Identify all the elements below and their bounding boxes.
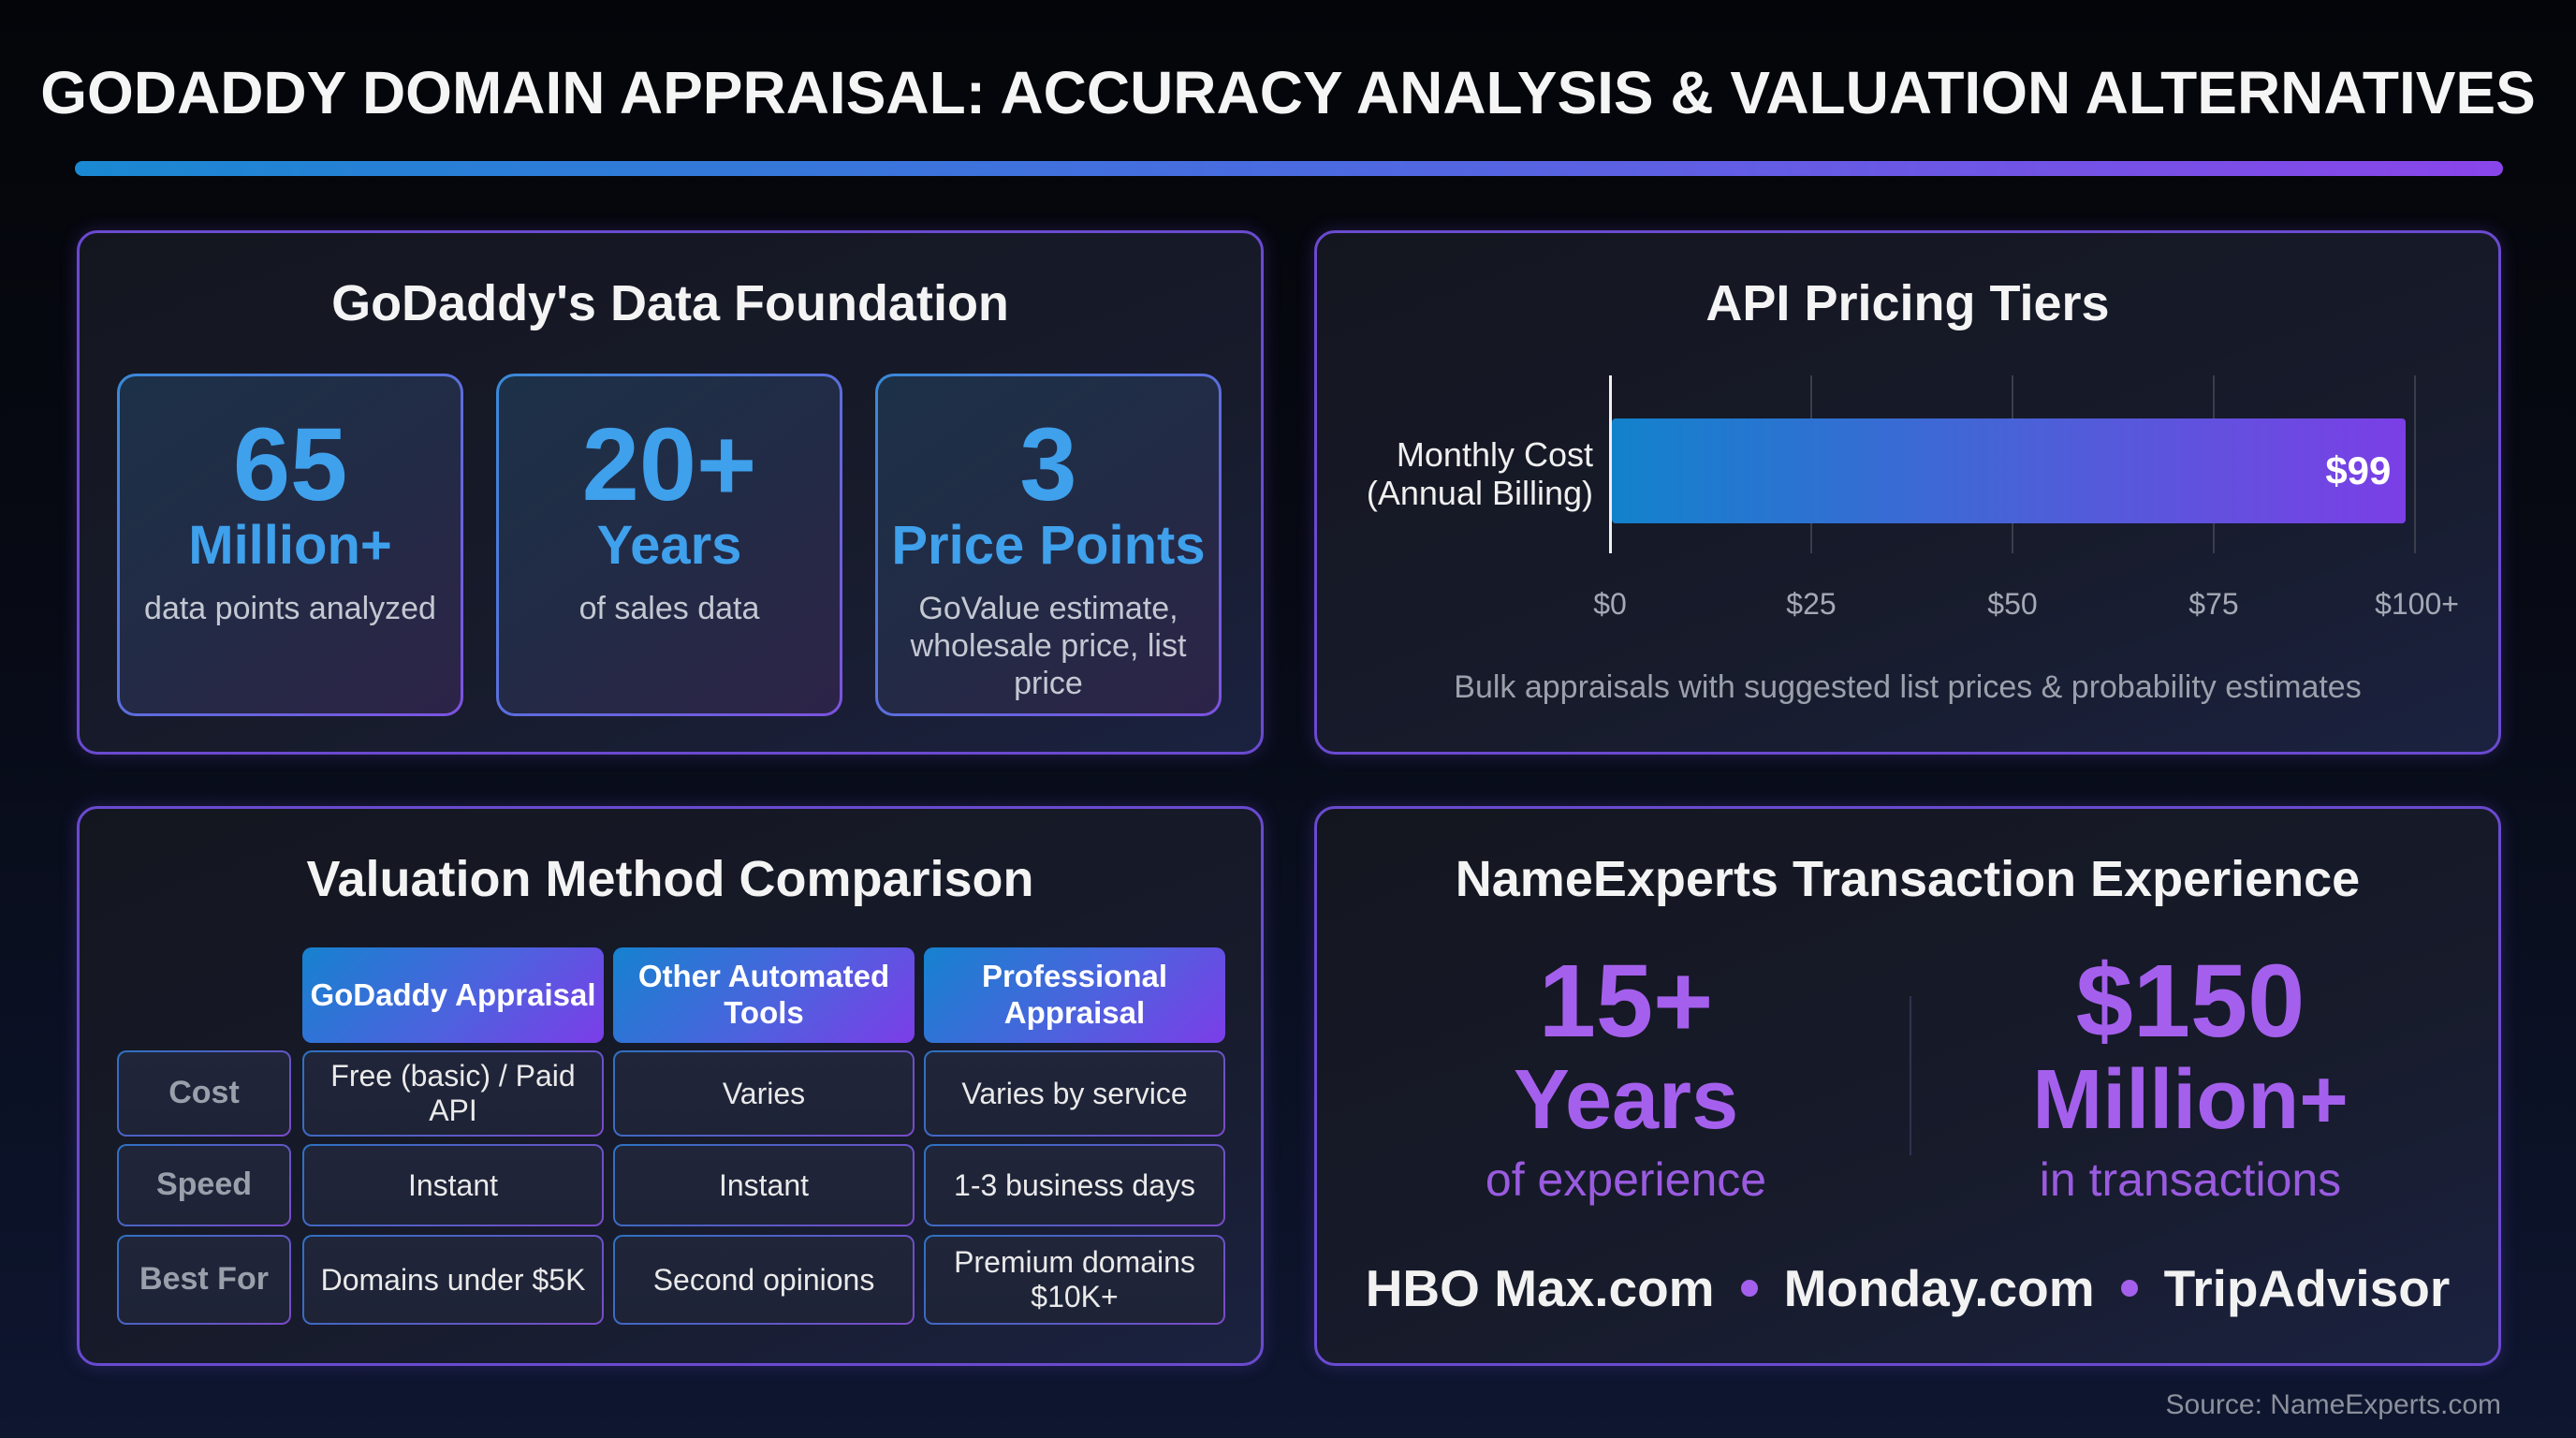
table-cell: Instant <box>613 1144 915 1226</box>
page-title: GODADDY DOMAIN APPRAISAL: ACCURACY ANALY… <box>40 59 2536 126</box>
table-cell: 1-3 business days <box>924 1144 1225 1226</box>
stat-desc: in transactions <box>2039 1153 2342 1207</box>
row-header-best-for: Best For <box>117 1235 291 1325</box>
y-axis <box>1609 375 1612 553</box>
client-name: TripAdvisor <box>2163 1259 2451 1317</box>
table-cell: Varies by service <box>924 1050 1225 1137</box>
data-foundation-panel: GoDaddy's Data Foundation 65 Million+ da… <box>77 230 1264 755</box>
stat-years-experience: 15+ Years of experience <box>1364 944 1888 1207</box>
panel-title: GoDaddy's Data Foundation <box>331 275 1009 331</box>
client-name: Monday.com <box>1783 1259 2095 1317</box>
stat-card-data-points: 65 Million+ data points analyzed <box>117 374 463 716</box>
x-tick: $75 <box>2188 587 2239 621</box>
x-tick: $50 <box>1987 587 2038 621</box>
x-tick: $100+ <box>2375 587 2459 621</box>
table-cell: Domains under $5K <box>302 1235 604 1325</box>
api-pricing-panel: API Pricing Tiers Monthly Cost (Annual B… <box>1314 230 2501 755</box>
table-cell: Free (basic) / Paid API <box>302 1050 604 1137</box>
bullet-dot-icon <box>2120 1280 2138 1298</box>
stat-desc: data points analyzed <box>144 591 436 626</box>
bar-category-label: Monthly Cost (Annual Billing) <box>1366 435 1593 513</box>
stat-desc: GoValue estimate, wholesale price, list … <box>910 591 1187 702</box>
column-header-godaddy: GoDaddy Appraisal <box>302 947 604 1043</box>
stat-unit: Years <box>596 515 742 576</box>
table-cell: Premium domains $10K+ <box>924 1235 1225 1325</box>
bar-value-label: $99 <box>2325 448 2392 492</box>
stat-transactions: $150 Million+ in transactions <box>1928 944 2452 1207</box>
table-cell: Instant <box>302 1144 604 1226</box>
chart-note: Bulk appraisals with suggested list pric… <box>1454 669 2362 705</box>
row-header-cost: Cost <box>117 1050 291 1137</box>
gridline <box>2414 375 2416 553</box>
column-header-professional: Professional Appraisal <box>924 947 1225 1043</box>
stat-unit: Price Points <box>891 515 1206 576</box>
stat-value: 65 <box>232 407 348 522</box>
bar-monthly-cost: $99 <box>1612 418 2407 523</box>
stat-card-price-points: 3 Price Points GoValue estimate, wholesa… <box>875 374 1222 716</box>
panel-title: API Pricing Tiers <box>1705 275 2110 331</box>
row-header-speed: Speed <box>117 1144 291 1226</box>
table-cell: Second opinions <box>613 1235 915 1325</box>
client-name: HBO Max.com <box>1365 1259 1715 1317</box>
title-accent-bar <box>75 161 2503 176</box>
divider <box>1910 996 1911 1155</box>
x-tick: $25 <box>1786 587 1837 621</box>
stat-unit: Years <box>1513 1053 1739 1148</box>
valuation-comparison-panel: Valuation Method Comparison GoDaddy Appr… <box>77 806 1264 1366</box>
table-cell: Varies <box>613 1050 915 1137</box>
stat-unit: Million+ <box>2032 1053 2349 1148</box>
column-header-other-tools: Other Automated Tools <box>613 947 915 1043</box>
nameexperts-panel: NameExperts Transaction Experience 15+ Y… <box>1314 806 2501 1366</box>
stat-value: 3 <box>1019 407 1077 522</box>
bar-chart: $99 <box>1609 375 2416 553</box>
stat-card-years: 20+ Years of sales data <box>496 374 842 716</box>
x-tick: $0 <box>1593 587 1627 621</box>
client-list: HBO Max.com Monday.com TripAdvisor <box>1317 1258 2498 1318</box>
bullet-dot-icon <box>1740 1280 1758 1298</box>
source-credit: Source: NameExperts.com <box>2165 1389 2501 1420</box>
stat-unit: Million+ <box>188 515 392 576</box>
panel-title: Valuation Method Comparison <box>306 851 1034 907</box>
stat-value: $150 <box>2075 944 2305 1059</box>
stat-desc: of experience <box>1485 1153 1767 1207</box>
panel-title: NameExperts Transaction Experience <box>1455 851 2361 907</box>
stat-value: 20+ <box>581 407 757 522</box>
stat-value: 15+ <box>1538 944 1714 1059</box>
stat-desc: of sales data <box>578 591 760 626</box>
